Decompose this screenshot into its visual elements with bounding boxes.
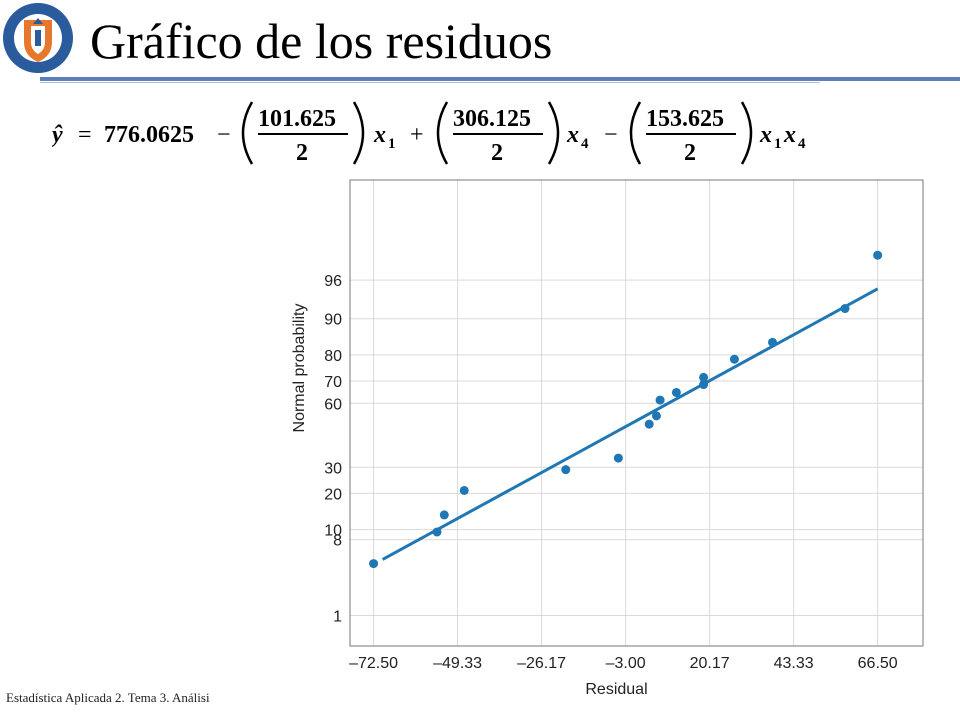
data-point — [440, 510, 449, 519]
data-point — [768, 338, 777, 347]
title-divider — [40, 77, 960, 81]
data-point — [433, 527, 442, 536]
eq-den1: 2 — [296, 140, 308, 166]
eq-equals: = — [78, 122, 92, 148]
eq-intercept: 776.0625 — [104, 122, 194, 148]
y-tick-label: 70 — [324, 374, 342, 391]
data-point — [656, 396, 665, 405]
y-tick-label: 20 — [324, 486, 342, 503]
eq-var1: x — [373, 122, 386, 148]
y-tick-label: 80 — [324, 348, 342, 365]
fit-line — [383, 289, 878, 560]
x-tick-label: 43.33 — [774, 655, 814, 672]
data-point — [460, 486, 469, 495]
x-tick-label: –72.50 — [349, 655, 398, 672]
x-tick-label: 66.50 — [858, 655, 898, 672]
title-divider-thin — [40, 82, 820, 83]
eq-num2: 306.125 — [453, 106, 531, 132]
data-point — [699, 373, 708, 382]
data-point — [645, 420, 654, 429]
data-point — [672, 388, 681, 397]
eq-var2: x — [566, 122, 579, 148]
y-tick-label: 96 — [324, 273, 342, 290]
eq-op3: − — [604, 122, 618, 148]
data-point — [730, 355, 739, 364]
x-tick-labels: –72.50 –49.33 –26.17 –3.00 20.17 43.33 66.50 — [349, 655, 898, 672]
eq-op2: + — [410, 122, 424, 148]
eq-sub3b: 4 — [798, 136, 806, 152]
data-point — [561, 465, 570, 474]
plot-frame — [350, 180, 923, 646]
slide-title: Gráfico de los residuos — [90, 6, 552, 76]
y-tick-label: 10 — [324, 523, 342, 540]
data-point — [841, 304, 850, 313]
y-tick-label: 90 — [324, 312, 342, 329]
eq-sub3a: 1 — [774, 136, 782, 152]
slide-footer: Estadística Aplicada 2. Tema 3. Análisi — [6, 690, 210, 706]
eq-op1: − — [217, 122, 231, 148]
y-tick-label: 30 — [324, 460, 342, 477]
eq-den3: 2 — [684, 140, 696, 166]
chart-grid — [350, 180, 923, 646]
y-tick-label: 1 — [333, 609, 342, 626]
data-point — [652, 411, 661, 420]
y-axis-label: Normal probability — [291, 304, 308, 433]
eq-sub1: 1 — [388, 136, 396, 152]
eq-yhat: ŷ — [52, 122, 63, 148]
data-point — [873, 251, 882, 260]
eq-num1: 101.625 — [258, 106, 336, 132]
x-tick-label: –3.00 — [606, 655, 646, 672]
eq-sub2: 4 — [581, 136, 589, 152]
data-point — [614, 454, 623, 463]
x-tick-label: 20.17 — [690, 655, 730, 672]
regression-equation: ŷ = 776.0625 − 101.625 2 x 1 + 306.125 2… — [52, 96, 822, 170]
eq-var3a: x — [759, 122, 772, 148]
eq-var3b: x — [783, 122, 796, 148]
university-logo — [2, 2, 74, 74]
eq-den2: 2 — [491, 140, 503, 166]
x-axis-label: Residual — [585, 681, 647, 698]
x-tick-label: –26.17 — [517, 655, 566, 672]
y-tick-label: 60 — [324, 396, 342, 413]
x-tick-label: –49.33 — [433, 655, 482, 672]
eq-num3: 153.625 — [646, 106, 724, 132]
data-point — [369, 559, 378, 568]
